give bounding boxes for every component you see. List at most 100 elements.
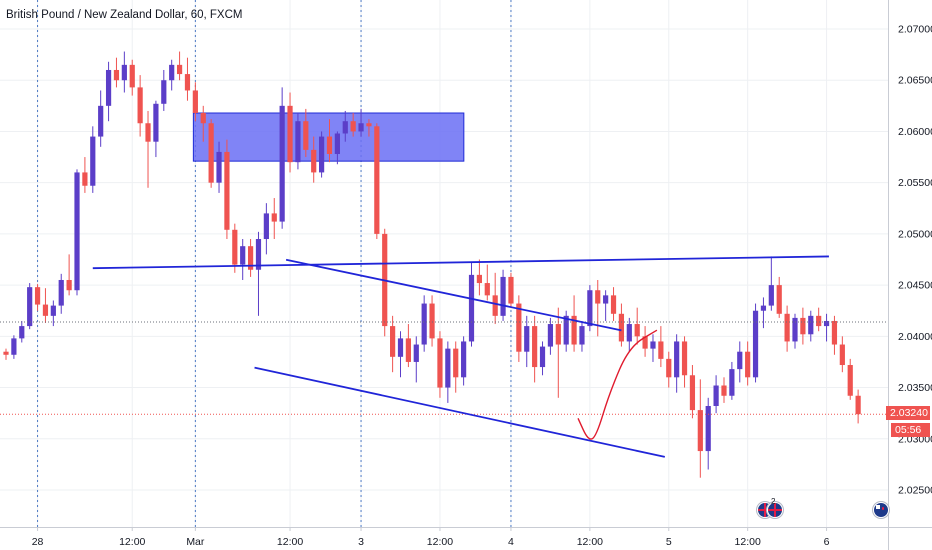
candle-body: [3, 351, 9, 355]
candle-body: [19, 326, 25, 339]
candle-body: [27, 287, 33, 327]
y-tick-label: 2.04000: [898, 331, 932, 343]
candle-body: [295, 121, 301, 163]
candle-body: [752, 310, 759, 378]
candle-body: [595, 290, 601, 304]
candle-body: [208, 123, 214, 183]
candle-body: [319, 136, 325, 173]
y-tick-label: 2.07000: [898, 24, 932, 36]
candle-body: [776, 285, 782, 314]
event-count-label: 2: [771, 497, 776, 506]
x-tick-label: 3: [358, 536, 364, 548]
candle-body: [516, 303, 522, 352]
candle-body: [666, 358, 672, 378]
candle-body: [374, 126, 380, 234]
candle-body: [800, 317, 806, 335]
candle-body: [618, 313, 625, 342]
candle-body: [184, 74, 191, 91]
candle-body: [397, 338, 404, 357]
candle-body: [153, 103, 159, 142]
x-tick-label: 12:00: [735, 536, 761, 548]
candle-body: [74, 172, 80, 291]
candle-body: [405, 338, 411, 362]
candle-body: [729, 369, 735, 396]
x-tick-label: 12:00: [427, 536, 453, 548]
candle-body: [831, 320, 838, 345]
candle-body: [129, 64, 135, 88]
candle-body: [539, 346, 546, 368]
candle-body: [366, 123, 372, 127]
candle-body: [563, 315, 569, 345]
candle-body: [713, 385, 719, 406]
candle-body: [492, 295, 498, 316]
candle-body: [271, 213, 277, 222]
candle-body: [429, 303, 435, 339]
candle-body: [642, 336, 648, 349]
candle-body: [303, 121, 309, 150]
candle-body: [334, 133, 340, 154]
candle-body: [808, 315, 814, 335]
candle-body: [603, 295, 609, 304]
candle-body: [66, 279, 72, 291]
candle-body: [792, 317, 798, 342]
x-tick-label: Mar: [186, 536, 205, 548]
candle-body: [105, 69, 112, 106]
countdown-timer-badge: 05:56: [891, 423, 930, 437]
x-tick-label: 4: [508, 536, 514, 548]
candle-body: [587, 290, 593, 327]
candle-body: [555, 324, 561, 345]
candle-body: [42, 304, 49, 316]
candle-body: [358, 123, 364, 132]
candle-body: [855, 395, 861, 415]
candle-body: [532, 326, 538, 368]
candle-body: [34, 287, 41, 305]
y-tick-label: 2.04500: [898, 280, 932, 292]
candle-body: [287, 105, 293, 163]
candle-body: [689, 375, 696, 411]
y-tick-label: 2.02500: [898, 485, 932, 497]
candle-body: [161, 80, 167, 104]
candle-body: [232, 229, 238, 265]
y-tick-label: 2.03500: [898, 382, 932, 394]
x-tick-label: 12:00: [277, 536, 303, 548]
candle-body: [674, 341, 680, 378]
current-price-badge: 2.03240: [886, 406, 930, 420]
candle-body: [421, 303, 427, 345]
candle-body: [279, 105, 285, 222]
candle-body: [145, 123, 151, 142]
candle-body: [768, 285, 774, 306]
event-flag-nz-icon[interactable]: [873, 502, 889, 518]
candle-body: [192, 90, 198, 114]
y-tick-label: 2.05000: [898, 228, 932, 240]
candle-body: [547, 324, 554, 347]
candle-body: [11, 338, 17, 355]
trendline-channel-lower: [254, 366, 666, 458]
x-tick-label: 28: [32, 536, 44, 548]
candle-body: [823, 320, 830, 327]
candle-body: [453, 348, 459, 378]
candle-body: [816, 315, 822, 327]
projection-curve: [577, 329, 658, 440]
y-tick-label: 2.05500: [898, 177, 932, 189]
candle-body: [484, 283, 490, 296]
event-flag-gb-icon-2[interactable]: [767, 502, 783, 518]
candle-body: [263, 213, 269, 240]
candle-body: [847, 365, 853, 396]
candle-body: [476, 274, 482, 284]
candle-body: [508, 276, 514, 304]
candle-body: [658, 341, 664, 359]
y-tick-label: 2.06500: [898, 75, 932, 87]
candle-body: [137, 87, 143, 124]
candle-body: [500, 276, 506, 316]
candle-body: [681, 341, 688, 376]
candle-body: [121, 64, 127, 81]
candle-body: [705, 405, 711, 452]
candle-body: [90, 136, 96, 186]
x-tick-label: 5: [666, 536, 672, 548]
candle-body: [50, 305, 56, 316]
candle-body: [82, 172, 88, 186]
x-tick-label: 12:00: [577, 536, 603, 548]
candle-body: [413, 344, 419, 362]
